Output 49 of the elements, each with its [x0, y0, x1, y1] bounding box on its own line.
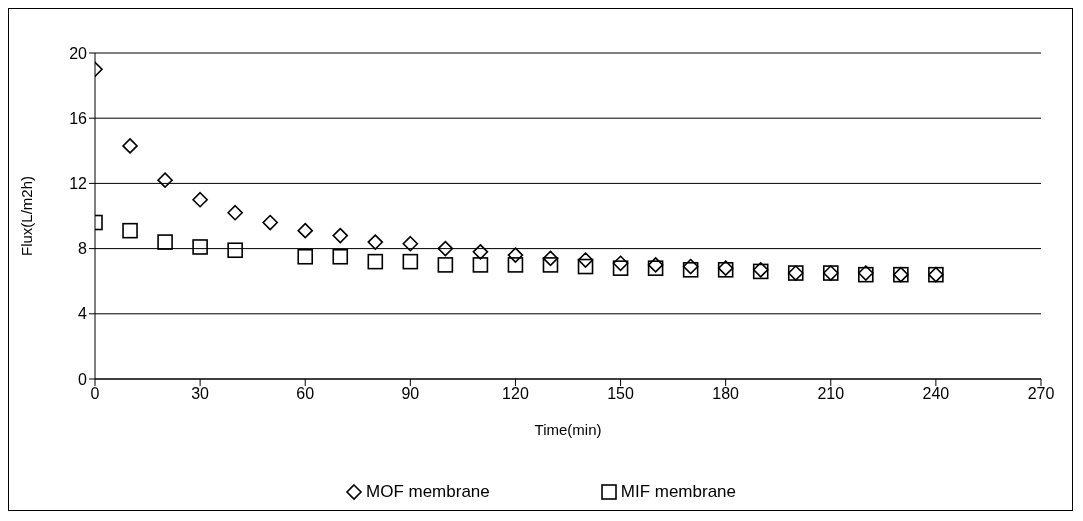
point [437, 240, 454, 257]
point [297, 222, 314, 239]
x-axis-title: Time(min) [534, 421, 602, 438]
x-tick-label: 60 [296, 385, 315, 403]
legend-label: MIF membrane [620, 482, 736, 502]
point [472, 244, 489, 260]
x-tick-label: 120 [502, 385, 529, 403]
point [157, 234, 173, 250]
x-tick-label: 30 [191, 385, 210, 403]
point [367, 253, 384, 270]
y-tick-label: 8 [78, 240, 88, 258]
point [332, 227, 349, 244]
point [577, 252, 594, 268]
point [192, 239, 208, 255]
y-tick-label: 0 [78, 370, 88, 388]
x-tick-label: 210 [817, 385, 845, 403]
point [402, 253, 419, 270]
point [192, 191, 208, 208]
point [122, 222, 138, 239]
point [297, 248, 314, 265]
y-tick-label: 16 [69, 109, 88, 127]
point [507, 247, 524, 263]
point [227, 242, 243, 259]
y-tick-label: 20 [69, 44, 88, 62]
point [612, 260, 629, 276]
point [227, 204, 243, 221]
point [437, 257, 454, 273]
y-tick-label: 4 [78, 305, 88, 323]
x-tick-label: 0 [90, 385, 100, 403]
point [367, 234, 384, 250]
point [122, 138, 138, 154]
x-tick-label: 180 [712, 385, 740, 403]
point [577, 258, 594, 275]
point [612, 255, 629, 272]
point [262, 214, 278, 231]
point [472, 257, 489, 273]
x-tick-label: 90 [401, 385, 420, 403]
point [402, 235, 419, 252]
y-tick-label: 12 [69, 175, 88, 193]
point [507, 257, 524, 273]
x-tick-label: 270 [1027, 385, 1055, 403]
y-axis-title: Flux(L/m2h) [18, 175, 36, 257]
point [542, 257, 559, 273]
point [157, 172, 173, 188]
x-tick-label: 240 [922, 385, 950, 403]
x-tick-label: 150 [607, 385, 634, 403]
point [542, 250, 559, 267]
point [332, 248, 349, 265]
legend-label: MOF membrane [366, 482, 490, 502]
